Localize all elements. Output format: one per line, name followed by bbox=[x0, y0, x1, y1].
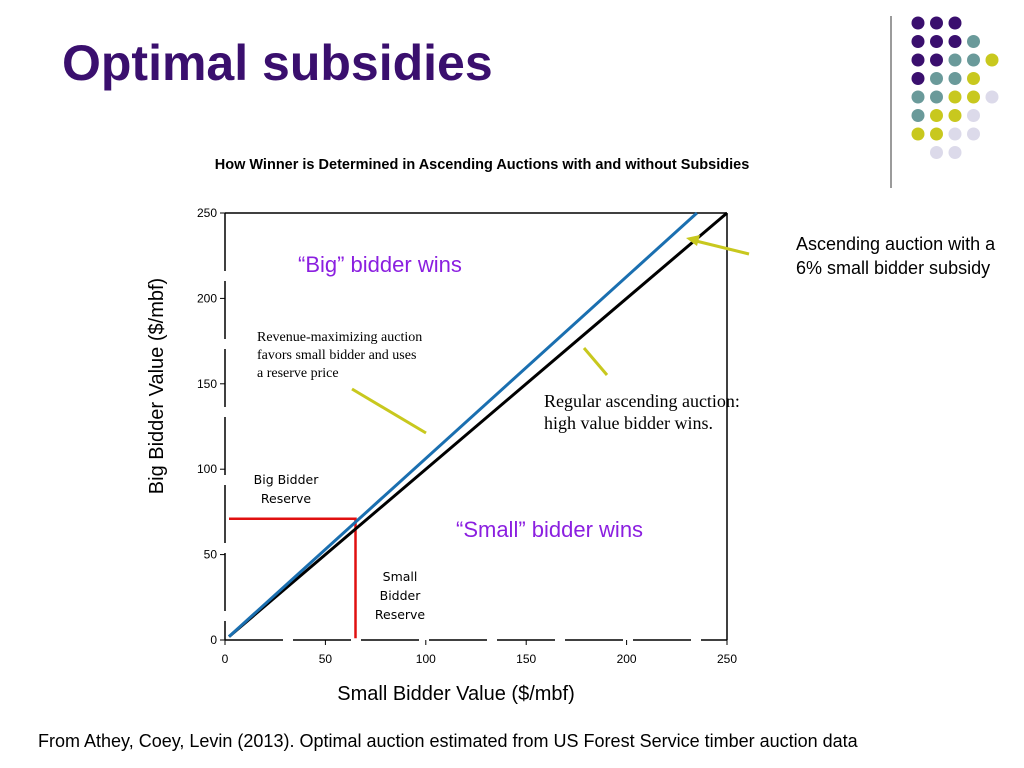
small-reserve-label: Small Bidder Reserve bbox=[375, 569, 426, 622]
annotation-arrows bbox=[351, 235, 750, 435]
decorative-dot bbox=[930, 90, 943, 104]
decorative-dot bbox=[911, 109, 925, 122]
x-tick-label: 250 bbox=[717, 652, 737, 666]
x-tick-label: 150 bbox=[516, 652, 536, 666]
decorative-dot bbox=[911, 16, 925, 30]
decorative-dot bbox=[911, 90, 925, 104]
y-tick-label: 250 bbox=[197, 206, 217, 220]
regular-annotation: Regular ascending auction: high value bi… bbox=[544, 391, 740, 433]
decorative-dot bbox=[930, 35, 943, 48]
decorative-dot bbox=[967, 90, 980, 104]
decorative-dot bbox=[948, 90, 962, 104]
x-tick-label: 100 bbox=[416, 652, 436, 666]
side-note: Ascending auction with a 6% small bidder… bbox=[796, 232, 995, 280]
chart-title: How Winner is Determined in Ascending Au… bbox=[215, 157, 750, 173]
revenue-annotation-line: favors small bidder and uses bbox=[257, 348, 416, 363]
big-reserve-label-line: Reserve bbox=[261, 491, 312, 506]
decorative-dot bbox=[948, 72, 962, 85]
decorative-dot bbox=[948, 53, 962, 67]
y-tick-label: 0 bbox=[210, 633, 217, 647]
big-wins-label: “Big” bidder wins bbox=[298, 252, 462, 277]
y-tick-label: 100 bbox=[197, 462, 217, 476]
decorative-dot bbox=[948, 109, 962, 122]
revenue-annotation-line: Revenue-maximizing auction bbox=[257, 330, 422, 345]
small-reserve-label-line: Bidder bbox=[380, 588, 422, 603]
slide-title: Optimal subsidies bbox=[62, 35, 493, 91]
x-tick-label: 0 bbox=[222, 652, 229, 666]
decorative-dot bbox=[985, 53, 999, 67]
chart-axes bbox=[224, 212, 728, 641]
decorative-dot bbox=[948, 127, 962, 141]
revenue-annotation-line: a reserve price bbox=[257, 366, 339, 381]
y-tick-label: 150 bbox=[197, 377, 217, 391]
reserve-price-line bbox=[229, 517, 357, 639]
revenue-pointer bbox=[351, 387, 427, 435]
chart-ticks: 0 50 100 150 200 250 0 50 100 150 200 250 bbox=[197, 206, 737, 666]
decorative-dot bbox=[948, 16, 962, 30]
regular-annotation-line: Regular ascending auction: bbox=[544, 391, 740, 411]
decorative-dot bbox=[930, 72, 943, 85]
small-wins-label: “Small” bidder wins bbox=[456, 517, 643, 542]
y-tick-label: 50 bbox=[204, 548, 218, 562]
decorative-dot bbox=[911, 72, 925, 85]
regular-auction-line bbox=[228, 211, 728, 638]
decorative-dot bbox=[930, 127, 943, 141]
decorative-dot bbox=[967, 72, 980, 85]
x-tick-label: 50 bbox=[319, 652, 333, 666]
decorative-dot bbox=[985, 90, 999, 104]
decorative-dot bbox=[930, 53, 943, 67]
revenue-annotation: Revenue-maximizing auction favors small … bbox=[257, 330, 422, 381]
decorative-dot bbox=[911, 127, 925, 141]
x-tick-label: 200 bbox=[617, 652, 637, 666]
side-note-line: 6% small bidder subsidy bbox=[796, 258, 991, 278]
small-reserve-label-line: Reserve bbox=[375, 607, 426, 622]
decorative-dot bbox=[967, 35, 980, 48]
chart-lines bbox=[227, 211, 728, 639]
side-note-line: Ascending auction with a bbox=[796, 234, 996, 254]
subsidy-auction-line bbox=[227, 211, 698, 638]
decorative-dot bbox=[911, 53, 925, 67]
big-reserve-label-line: Big Bidder bbox=[254, 472, 320, 487]
decorative-dot bbox=[911, 35, 925, 48]
decorative-dot bbox=[967, 127, 980, 141]
decorative-dot bbox=[930, 109, 943, 122]
decorative-dot bbox=[967, 53, 980, 67]
slide-footer: From Athey, Coey, Levin (2013). Optimal … bbox=[38, 731, 858, 751]
small-reserve-label-line: Small bbox=[383, 569, 418, 584]
decorative-dot-grid bbox=[890, 16, 999, 188]
big-reserve-label: Big Bidder Reserve bbox=[254, 472, 320, 506]
x-axis-label: Small Bidder Value ($/mbf) bbox=[337, 683, 575, 705]
decorative-dot bbox=[930, 146, 943, 159]
regular-annotation-line: high value bidder wins. bbox=[544, 413, 713, 433]
decorative-dot bbox=[948, 35, 962, 48]
subsidy-pointer-head bbox=[686, 235, 700, 246]
y-axis-label: Big Bidder Value ($/mbf) bbox=[146, 278, 168, 494]
regular-pointer bbox=[582, 347, 609, 376]
y-tick-label: 200 bbox=[197, 291, 217, 305]
decorative-dot bbox=[948, 146, 962, 159]
decorative-dot bbox=[967, 109, 980, 122]
subsidy-pointer bbox=[695, 239, 750, 256]
decorative-dot bbox=[930, 16, 943, 30]
